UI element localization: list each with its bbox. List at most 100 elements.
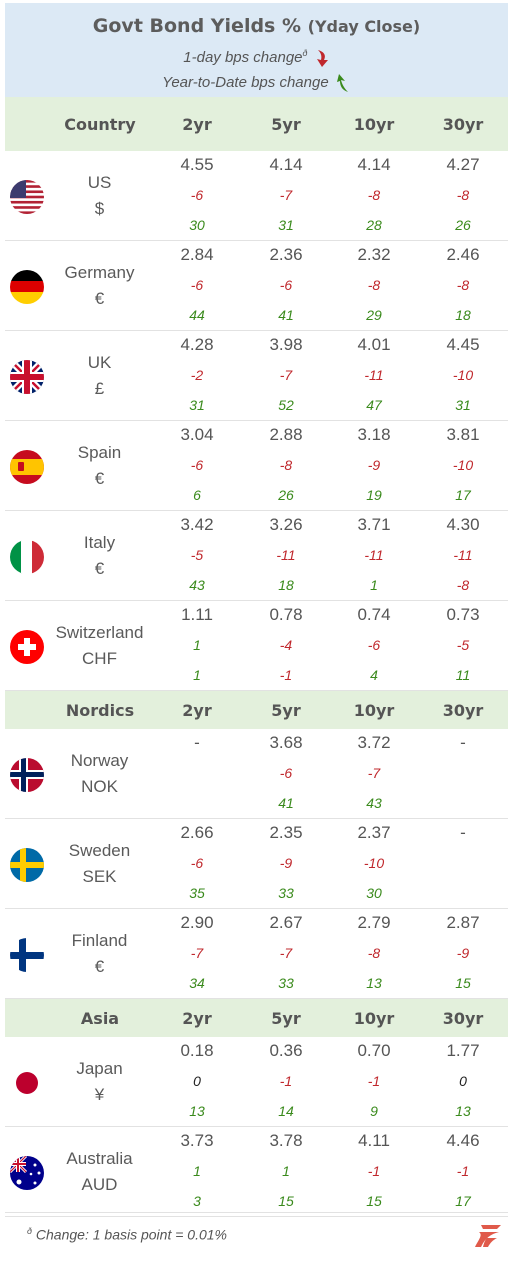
country-name: Finland bbox=[71, 931, 128, 950]
ytd-change-10yr: 47 bbox=[366, 397, 382, 413]
ytd-change-30yr: 15 bbox=[455, 975, 471, 991]
legend-ytd-change: Year-to-Date bps change bbox=[5, 73, 508, 93]
country-name: Spain bbox=[77, 443, 122, 462]
day-change-30yr: -11 bbox=[453, 547, 473, 563]
day-change-2yr: 0 bbox=[193, 1073, 201, 1089]
country-cell: Norway NOK bbox=[47, 729, 152, 819]
yield-value-30yr: 4.46 bbox=[446, 1131, 480, 1150]
yield-value-2yr: 3.04 bbox=[180, 425, 214, 444]
legend-day-label: 1-day bps change bbox=[183, 49, 303, 66]
column-header-10yr: 10yr bbox=[353, 114, 395, 134]
day-change-2yr: -6 bbox=[190, 457, 204, 473]
country-name: Italy bbox=[83, 533, 116, 552]
yield-value-10yr: 2.32 bbox=[357, 245, 391, 264]
ytd-change-30yr: -8 bbox=[456, 577, 470, 593]
yield-value-10yr: 4.01 bbox=[357, 335, 391, 354]
country-name: Australia bbox=[66, 1149, 133, 1168]
footnote: ð Change: 1 basis point = 0.01% bbox=[27, 1226, 227, 1243]
yield-value-2yr: - bbox=[194, 733, 200, 752]
switzerland-flag-icon bbox=[10, 630, 44, 664]
country-name: Japan bbox=[76, 1059, 123, 1078]
table-row: US $4.55 -6 30 4.14 -7 31 4.14 -8 28 4.27 -8 26 bbox=[5, 151, 508, 241]
brand-logo-icon bbox=[475, 1225, 501, 1247]
yield-value-5yr: 3.26 bbox=[269, 515, 303, 534]
yield-value-5yr: 2.36 bbox=[269, 245, 303, 264]
currency-symbol: $ bbox=[94, 199, 105, 218]
row-divider bbox=[5, 818, 508, 819]
column-header-5yr: 5yr bbox=[271, 114, 301, 134]
day-change-5yr: -8 bbox=[279, 457, 293, 473]
ytd-change-10yr: 13 bbox=[366, 975, 382, 991]
table-row: Italy €3.42 -5 43 3.26 -11 18 3.71 -11 1 4.30 -11 -8 bbox=[5, 511, 508, 601]
footer: ð Change: 1 basis point = 0.01% bbox=[5, 1212, 508, 1257]
day-change-2yr: 1 bbox=[193, 1163, 201, 1179]
column-header-10yr: 10yr bbox=[353, 700, 395, 720]
day-change-2yr: -5 bbox=[190, 547, 204, 563]
yield-value-2yr: 4.28 bbox=[180, 335, 214, 354]
day-change-2yr: -2 bbox=[190, 367, 204, 383]
yield-value-5yr: 0.36 bbox=[269, 1041, 303, 1060]
currency-symbol: £ bbox=[94, 379, 105, 398]
table-row: Switzerland CHF 1.11 1 1 0.78 -4 -1 0.74 -6 4 0.73-… bbox=[5, 601, 508, 691]
day-change-10yr: -11 bbox=[364, 547, 384, 563]
row-divider bbox=[5, 1126, 508, 1127]
day-change-10yr: -9 bbox=[367, 457, 381, 473]
day-change-5yr: -6 bbox=[279, 765, 293, 781]
day-change-5yr: -4 bbox=[279, 637, 293, 653]
section-header-asia: Asia 2yr 5yr 10yr 30yr bbox=[5, 999, 508, 1037]
country-cell: US $ bbox=[47, 151, 152, 241]
table-row: Norway NOK - 3.68 -6 41 3.72 -7 43 - bbox=[5, 729, 508, 819]
ytd-change-5yr: 41 bbox=[278, 795, 294, 811]
country-name: Sweden bbox=[68, 841, 131, 860]
yield-value-2yr: 4.55 bbox=[180, 155, 214, 174]
row-divider bbox=[5, 690, 508, 691]
yield-value-5yr: 4.14 bbox=[269, 155, 303, 174]
yield-value-5yr: 3.78 bbox=[269, 1131, 303, 1150]
currency-symbol: CHF bbox=[82, 649, 117, 668]
yield-value-30yr: - bbox=[460, 823, 466, 842]
yield-value-10yr: 2.79 bbox=[357, 913, 391, 932]
yield-value-30yr: 4.27 bbox=[446, 155, 480, 174]
yield-value-30yr: 3.81 bbox=[446, 425, 480, 444]
ytd-change-5yr: -1 bbox=[279, 667, 293, 683]
country-name: US bbox=[87, 173, 112, 192]
ytd-change-10yr: 9 bbox=[370, 1103, 378, 1119]
country-name: UK bbox=[87, 353, 112, 372]
row-divider bbox=[5, 998, 508, 999]
column-header-30yr: 30yr bbox=[442, 114, 484, 134]
yield-value-2yr: 2.66 bbox=[180, 823, 214, 842]
currency-symbol: AUD bbox=[81, 1175, 118, 1194]
sweden-flag-icon bbox=[10, 848, 44, 882]
yield-value-30yr: 2.87 bbox=[446, 913, 480, 932]
day-change-30yr: -8 bbox=[456, 277, 470, 293]
day-change-2yr: -6 bbox=[190, 187, 204, 203]
column-header-2yr: 2yr bbox=[182, 1008, 212, 1028]
day-change-30yr: -1 bbox=[456, 1163, 470, 1179]
yield-value-10yr: 3.72 bbox=[357, 733, 391, 752]
yield-value-30yr: 0.73 bbox=[446, 605, 480, 624]
ytd-change-10yr: 15 bbox=[366, 1193, 382, 1209]
yield-value-2yr: 0.18 bbox=[180, 1041, 214, 1060]
yield-value-2yr: 2.90 bbox=[180, 913, 214, 932]
yield-value-10yr: 3.71 bbox=[357, 515, 391, 534]
uk-flag-icon bbox=[10, 360, 44, 394]
ytd-change-10yr: 28 bbox=[366, 217, 382, 233]
day-change-30yr: 0 bbox=[459, 1073, 467, 1089]
day-change-30yr: -10 bbox=[452, 457, 474, 473]
column-header-5yr: 5yr bbox=[271, 1008, 301, 1028]
yield-value-10yr: 3.18 bbox=[357, 425, 391, 444]
country-name: Switzerland bbox=[55, 623, 144, 642]
ytd-change-30yr: 17 bbox=[455, 487, 471, 503]
legend-ytd-label: Year-to-Date bps change bbox=[162, 73, 329, 91]
currency-symbol: SEK bbox=[82, 867, 117, 886]
section-header-country: Country 2yr 5yr 10yr 30yr bbox=[5, 97, 508, 151]
column-header-5yr: 5yr bbox=[271, 700, 301, 720]
column-header-30yr: 30yr bbox=[442, 700, 484, 720]
table-row: Sweden SEK 2.66 -6 35 2.35 -9 33 2.37 -10 30 - bbox=[5, 819, 508, 909]
row-divider bbox=[5, 908, 508, 909]
day-change-5yr: -7 bbox=[279, 367, 293, 383]
country-cell: Italy € bbox=[47, 511, 152, 601]
table-row: Spain €3.04 -6 6 2.88 -8 26 3.18 -9 19 3.81 -10 17 bbox=[5, 421, 508, 511]
day-change-10yr: -8 bbox=[367, 945, 381, 961]
day-change-5yr: -1 bbox=[279, 1073, 293, 1089]
